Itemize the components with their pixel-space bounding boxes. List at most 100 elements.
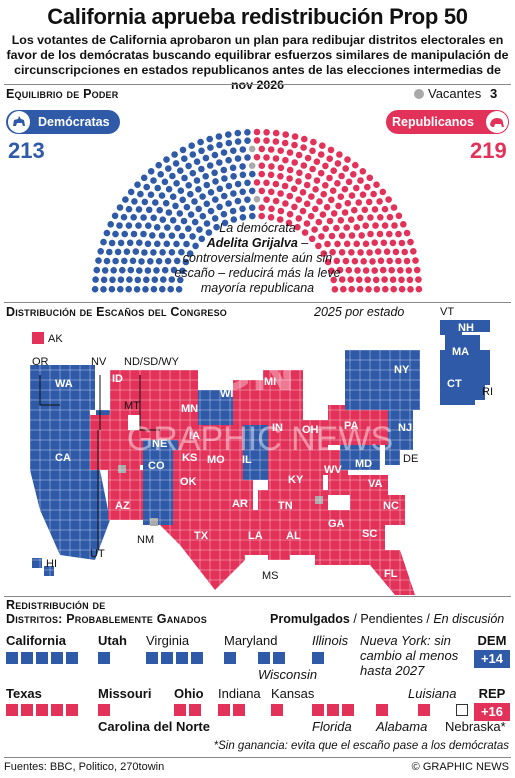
label-WA: WA [55, 378, 73, 390]
watermark-logo: GN [205, 336, 295, 403]
seat-rep [267, 171, 275, 179]
seat-rep [285, 219, 293, 227]
seat-rep [347, 216, 355, 223]
seat-dem [120, 213, 128, 221]
seat-dem [114, 248, 122, 256]
seat-dem [169, 217, 177, 224]
seat-rep [345, 266, 353, 274]
seat-dem [144, 267, 152, 274]
seat-block [6, 704, 18, 716]
seat-dem [177, 276, 184, 284]
seat-dem [207, 207, 215, 215]
state-RI [475, 385, 485, 400]
seat-dem [117, 239, 125, 247]
seat-rep [367, 214, 374, 221]
seat-rep [364, 276, 372, 284]
seat-rep [359, 191, 367, 198]
seat-rep [333, 257, 341, 265]
state-AZ [108, 470, 143, 520]
state-NH [445, 335, 480, 350]
seat-dem [202, 154, 210, 162]
gain-label-illinois: Illinois [312, 633, 349, 648]
seat-rep [268, 205, 275, 213]
divider [4, 302, 511, 303]
seat-rep [398, 239, 406, 247]
seat-block [376, 704, 388, 716]
state-MS [268, 510, 290, 560]
seat-rep [277, 207, 285, 215]
seat-dem [211, 215, 219, 222]
seat-rep [379, 266, 387, 274]
seat-rep [319, 142, 326, 149]
seat-rep [316, 198, 323, 205]
seat-rep [341, 209, 349, 216]
seat-rep [352, 161, 359, 169]
label-WI: WI [220, 388, 234, 400]
seat-rep [333, 224, 340, 232]
state-WA [30, 365, 95, 410]
seat-dem [212, 178, 219, 185]
seat-rep [305, 173, 312, 180]
label-ID: ID [112, 373, 123, 385]
divider [4, 596, 511, 597]
seat-block [161, 652, 173, 664]
state-ME [462, 320, 490, 332]
seat-dem [229, 164, 237, 172]
seat-rep [320, 250, 328, 257]
seat-dem [122, 196, 129, 203]
seat-rep [395, 212, 403, 220]
seat-rep [355, 199, 363, 206]
seat-rep [406, 276, 414, 284]
seat-dem [220, 166, 228, 174]
seat-block [224, 652, 236, 664]
page-title: California aprueba redistribución Prop 5… [47, 4, 468, 29]
seat-rep [373, 286, 381, 293]
seat-dem [156, 206, 163, 214]
seat-rep [258, 212, 266, 220]
seat-rep [392, 248, 400, 256]
gain-blocks-luisiana [418, 704, 430, 716]
seat-rep [337, 217, 345, 224]
seat-dem [165, 209, 173, 216]
seat-rep [351, 257, 359, 265]
state-UT [110, 430, 140, 470]
seat-rep [258, 145, 266, 153]
seat-dem [230, 190, 237, 197]
seat-dem [134, 181, 141, 188]
seat-block [418, 704, 430, 716]
state-NV [90, 415, 110, 470]
seat-dem [185, 162, 192, 170]
seat-dem [151, 276, 159, 283]
seat-rep [362, 240, 370, 248]
seat-rep [371, 267, 379, 274]
seat-dem [163, 156, 170, 163]
label-MT: MT [124, 400, 140, 412]
seat-dem [183, 203, 191, 211]
seat-block [21, 704, 33, 716]
seat-dem [112, 230, 119, 238]
seat-dem [143, 276, 150, 284]
gain-blocks-california [6, 652, 78, 664]
seat-rep [334, 180, 341, 187]
seat-dem [159, 216, 167, 223]
donkey-icon [8, 111, 30, 133]
gain-blocks-florida [312, 704, 354, 716]
seat-dem [221, 175, 228, 182]
seat-rep [317, 169, 325, 177]
state-PA [328, 405, 388, 445]
seat-dem [110, 267, 117, 274]
seat-rep [341, 185, 349, 193]
seat-rep [322, 162, 329, 170]
seat-rep [282, 200, 289, 207]
seat-dem [163, 240, 171, 248]
seat-dem [145, 206, 153, 214]
seat-rep [258, 204, 266, 211]
seat-rep [338, 232, 346, 239]
seat-rep [365, 286, 372, 293]
seat-rep [258, 170, 266, 178]
seat-dem [239, 171, 247, 179]
seat-dem [239, 188, 246, 196]
seat-block [273, 652, 285, 664]
label-PA: PA [344, 420, 359, 432]
seat-rep [327, 146, 335, 154]
